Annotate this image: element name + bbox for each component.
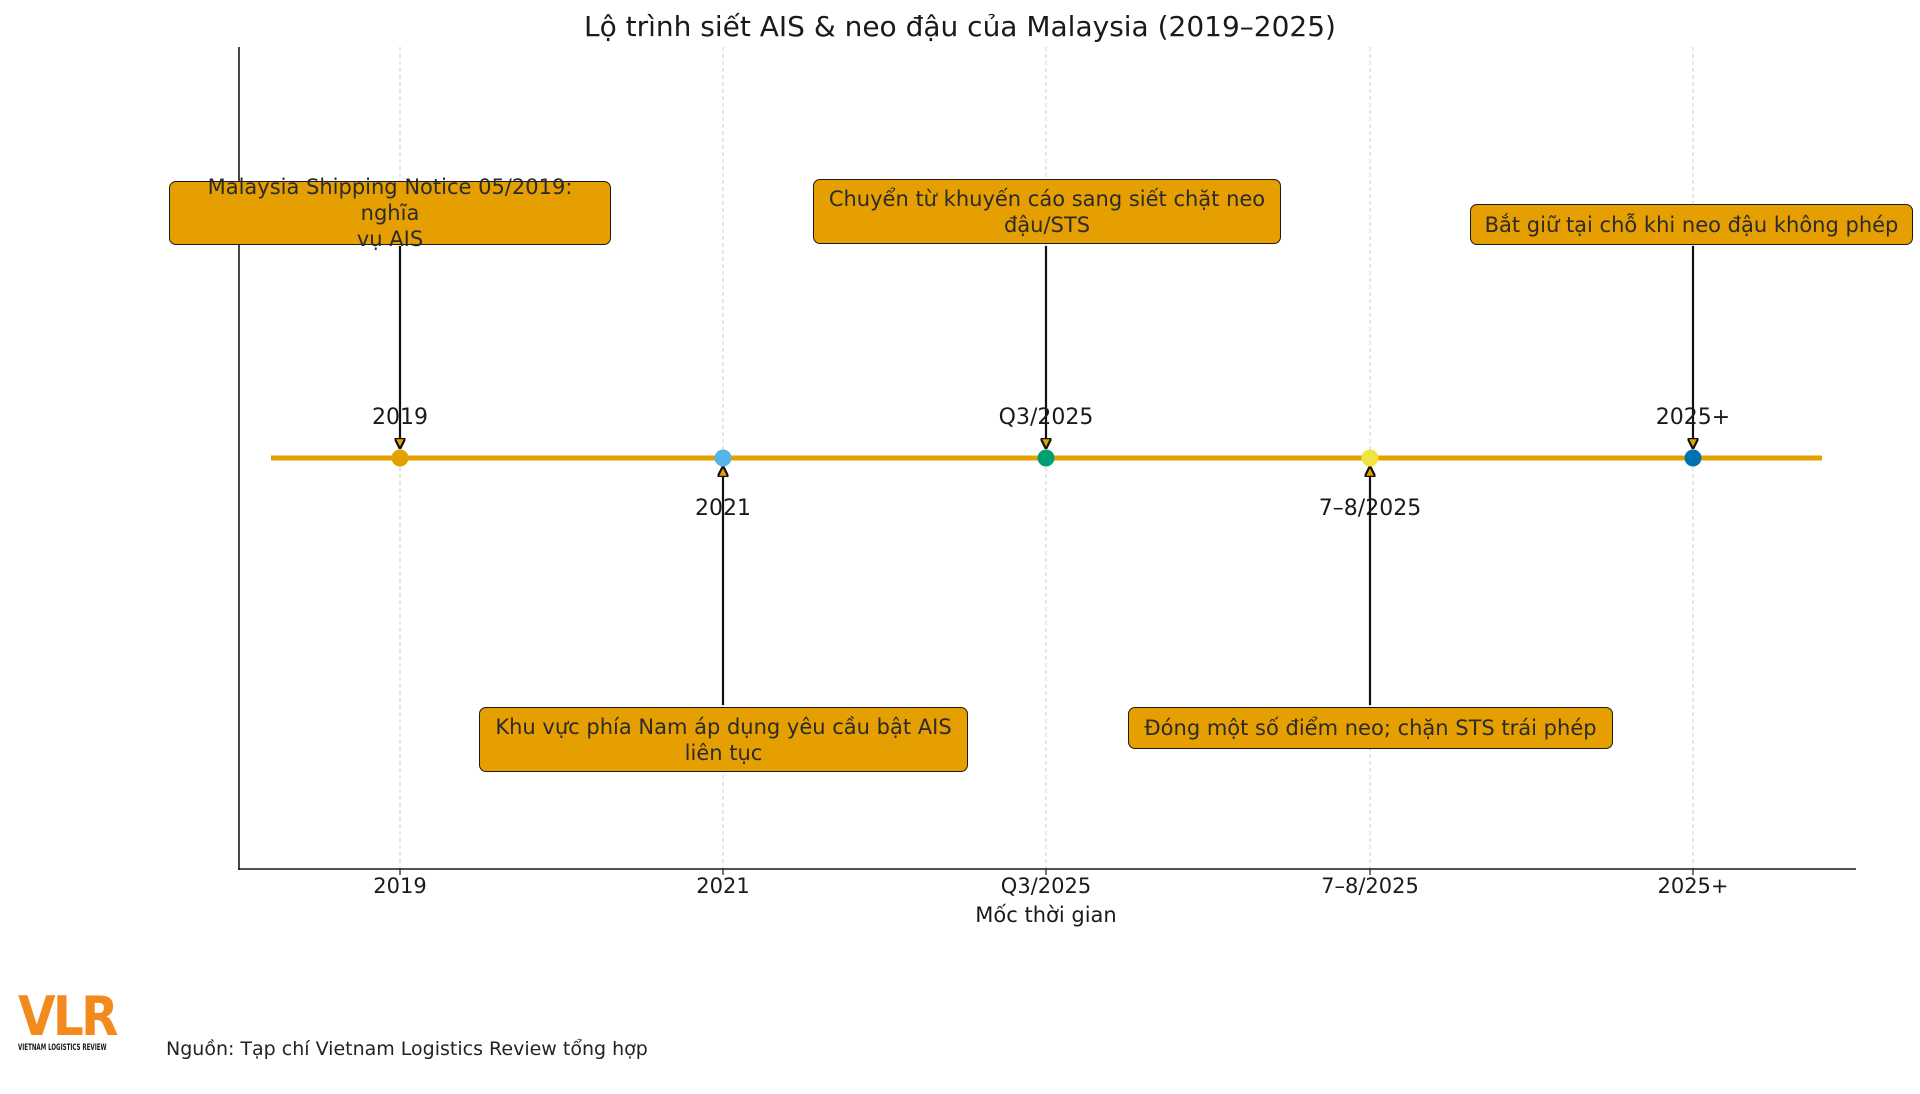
annotation-text: Malaysia Shipping Notice 05/2019: nghĩa [207,175,573,225]
x-ticks [399,869,1694,875]
annotation-arrows [400,246,1693,705]
logo-wordmark: VLR [18,985,119,1048]
event-label-2019: 2019 [372,405,428,430]
x-tick-label: 2019 [373,874,427,898]
event-marker-2019 [391,449,409,467]
event-marker-7-8-2025 [1361,449,1379,467]
event-marker-2025-plus [1684,449,1702,467]
annotation-text: Bắt giữ tại chỗ khi neo đậu không phép [1484,212,1899,237]
event-label-2025-plus: 2025+ [1655,405,1731,430]
event-marker-q3-2025 [1037,449,1055,467]
event-label-q3-2025: Q3/2025 [998,405,1094,430]
source-note: Nguồn: Tạp chí Vietnam Logistics Review … [166,1038,648,1060]
annotation-text: đậu/STS [1003,212,1091,237]
annotation-text: Đóng một số điểm neo; chặn STS trái phép [1144,716,1597,740]
annotation-text: liên tục [684,740,763,765]
event-label-2021: 2021 [695,496,751,521]
chart-title: Lộ trình siết AIS & neo đậu của Malaysia… [584,10,1336,43]
event-label-7-8-2025: 7–8/2025 [1318,496,1422,521]
annotation-text: vụ AIS [356,227,424,251]
x-tick-label: 7–8/2025 [1321,874,1419,898]
x-tick-label: Q3/2025 [1000,874,1092,898]
logo-tagline: VIETNAM LOGISTICS REVIEW [18,1043,107,1053]
x-tick-label: 2021 [696,874,750,898]
annotation-box-2025-plus: Bắt giữ tại chỗ khi neo đậu không phép [1470,204,1913,245]
x-axis-label: Mốc thời gian [975,903,1117,927]
annotation-box-7-8-2025: Đóng một số điểm neo; chặn STS trái phép [1128,707,1613,749]
vlr-logo: VLR VIETNAM LOGISTICS REVIEW [18,985,128,1054]
x-tick-label: 2025+ [1657,874,1729,898]
annotation-text: Chuyển từ khuyến cáo sang siết chặt neo [828,186,1266,211]
annotation-box-2019: Malaysia Shipping Notice 05/2019: nghĩa … [169,175,611,251]
annotation-box-2021: Khu vực phía Nam áp dụng yêu cầu bật AIS… [479,707,968,772]
annotation-box-q3-2025: Chuyển từ khuyến cáo sang siết chặt neo … [813,179,1281,244]
event-marker-2021 [714,449,732,467]
annotation-text: Khu vực phía Nam áp dụng yêu cầu bật AIS [495,714,952,739]
